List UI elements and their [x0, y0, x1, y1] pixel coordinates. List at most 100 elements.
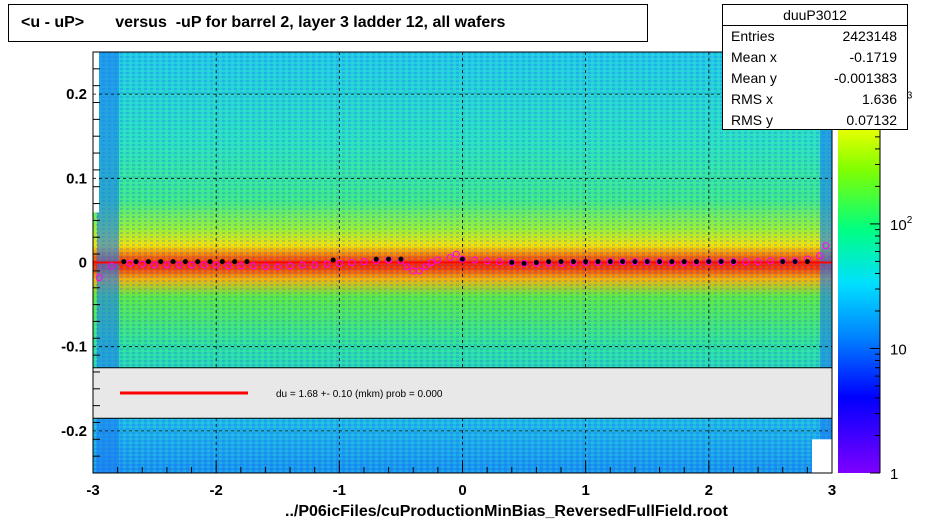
footer-filename: ../P06icFiles/cuProductionMinBias_Revers… — [285, 503, 728, 520]
mean-point — [632, 259, 638, 265]
mean-point — [145, 259, 151, 265]
profile-point — [520, 259, 528, 267]
stats-value: -0.1719 — [849, 49, 897, 65]
y-tick-label: 0.1 — [66, 170, 87, 187]
mean-point — [170, 259, 176, 265]
mean-point — [669, 259, 675, 265]
mean-point — [398, 256, 404, 262]
x-axis: -3 -2 -1 0 1 2 3 — [86, 461, 836, 499]
profile-point — [298, 261, 306, 269]
profile-point — [754, 258, 762, 266]
mean-point — [620, 259, 626, 265]
profile-point — [822, 242, 830, 250]
profile-point — [224, 262, 232, 270]
profile-point — [446, 253, 454, 261]
x-tick-label: -3 — [86, 482, 99, 499]
legend-text: du = 1.68 +- 0.10 (mkm) prob = 0.000 — [276, 389, 443, 400]
stats-row-entries: Entries 2423148 — [723, 26, 907, 47]
profile-point — [249, 262, 257, 270]
profile-point — [335, 259, 343, 267]
mean-points — [121, 256, 810, 266]
mean-point — [558, 259, 564, 265]
profile-point — [261, 263, 269, 271]
mean-point — [583, 259, 589, 265]
stats-box: duuP3012 Entries 2423148 Mean x -0.1719 … — [722, 4, 908, 130]
mean-point — [804, 259, 810, 265]
x-tick-label: 2 — [705, 482, 713, 499]
plot-title: <u - uP> versus -uP for barrel 2, layer … — [21, 14, 506, 31]
stats-value: 0.07132 — [846, 112, 897, 128]
heatmap-empty-left — [93, 52, 99, 213]
x-tick-label: 0 — [458, 482, 466, 499]
z-tick-label: 10 — [890, 341, 907, 358]
mean-point — [706, 259, 712, 265]
profile-point — [163, 261, 171, 269]
profile-points — [95, 242, 830, 282]
stats-row-mean-x: Mean x -0.1719 — [723, 47, 907, 68]
profile-point — [415, 267, 423, 275]
mean-point — [570, 259, 576, 265]
stats-value: 1.636 — [861, 91, 897, 107]
y-tick-label: -0.2 — [61, 423, 87, 440]
x-tick-label: 1 — [581, 482, 589, 499]
profile-point — [237, 262, 245, 270]
z-tick-label: 1 — [890, 466, 898, 483]
profile-point — [107, 262, 115, 270]
profile-point — [816, 252, 824, 260]
mean-point — [644, 259, 650, 265]
profile-point — [126, 259, 134, 267]
profile-point — [483, 257, 491, 265]
profile-point — [422, 263, 430, 271]
profile-point — [200, 261, 208, 269]
profile-point — [717, 258, 725, 266]
profile-point — [619, 258, 627, 266]
y-tick-label: -0.1 — [61, 339, 87, 356]
mean-point — [546, 259, 552, 265]
stats-value: -0.001383 — [833, 70, 897, 86]
mean-point — [121, 259, 127, 265]
mean-point — [133, 259, 139, 265]
profile-point — [323, 260, 331, 268]
stats-key: Entries — [731, 28, 775, 44]
profile-point — [606, 258, 614, 266]
mean-point — [373, 256, 379, 262]
mean-point — [730, 259, 736, 265]
profile-point — [212, 261, 220, 269]
profile-point — [138, 260, 146, 268]
mean-point — [232, 259, 238, 265]
stats-value: 2423148 — [842, 28, 897, 44]
profile-point — [286, 262, 294, 270]
mean-point — [330, 257, 336, 263]
profile-point — [656, 258, 664, 266]
y-tick-label: 0.2 — [66, 86, 87, 103]
mean-point — [595, 259, 601, 265]
profile-point — [729, 258, 737, 266]
profile-point — [188, 261, 196, 269]
mean-point — [681, 259, 687, 265]
mean-point — [182, 259, 188, 265]
mean-point — [657, 259, 663, 265]
mean-point — [195, 259, 201, 265]
x-tick-label: 3 — [828, 482, 836, 499]
profile-point — [459, 255, 466, 263]
mean-point — [521, 260, 527, 266]
profile-point — [151, 261, 159, 269]
mean-point — [792, 259, 798, 265]
stats-key: RMS x — [731, 91, 773, 107]
mean-point — [694, 259, 700, 265]
profile-point — [643, 258, 651, 266]
stats-name: duuP3012 — [723, 5, 907, 26]
profile-point — [348, 259, 356, 266]
profile-point — [742, 258, 750, 266]
mean-point — [780, 259, 786, 265]
stats-row-rms-x: RMS x 1.636 — [723, 89, 907, 110]
profile-point — [274, 263, 282, 271]
mean-point — [207, 259, 213, 265]
heatmap-empty-right — [812, 439, 832, 473]
stats-row-mean-y: Mean y -0.001383 — [723, 68, 907, 89]
mean-point — [533, 260, 539, 265]
stats-key: RMS y — [731, 112, 773, 128]
stats-key: Mean x — [731, 49, 777, 65]
z-tick-label: 102 — [890, 215, 913, 234]
profile-point — [175, 261, 183, 269]
